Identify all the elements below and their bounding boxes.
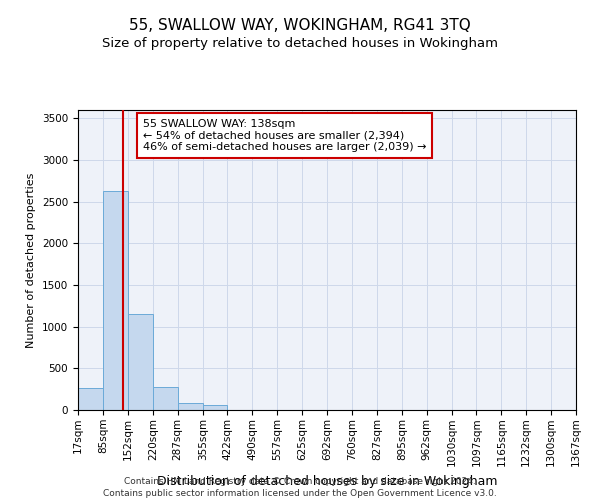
Bar [78, 388, 103, 410]
Text: Contains public sector information licensed under the Open Government Licence v3: Contains public sector information licen… [103, 489, 497, 498]
Bar [153, 387, 178, 410]
Bar [178, 402, 203, 410]
Text: Contains HM Land Registry data © Crown copyright and database right 2024.: Contains HM Land Registry data © Crown c… [124, 478, 476, 486]
Bar [128, 314, 153, 410]
Bar [103, 191, 128, 410]
X-axis label: Distribution of detached houses by size in Wokingham: Distribution of detached houses by size … [157, 474, 497, 488]
Bar [203, 406, 227, 410]
Text: Size of property relative to detached houses in Wokingham: Size of property relative to detached ho… [102, 38, 498, 51]
Text: 55, SWALLOW WAY, WOKINGHAM, RG41 3TQ: 55, SWALLOW WAY, WOKINGHAM, RG41 3TQ [129, 18, 471, 32]
Text: 55 SWALLOW WAY: 138sqm
← 54% of detached houses are smaller (2,394)
46% of semi-: 55 SWALLOW WAY: 138sqm ← 54% of detached… [143, 119, 426, 152]
Y-axis label: Number of detached properties: Number of detached properties [26, 172, 37, 348]
